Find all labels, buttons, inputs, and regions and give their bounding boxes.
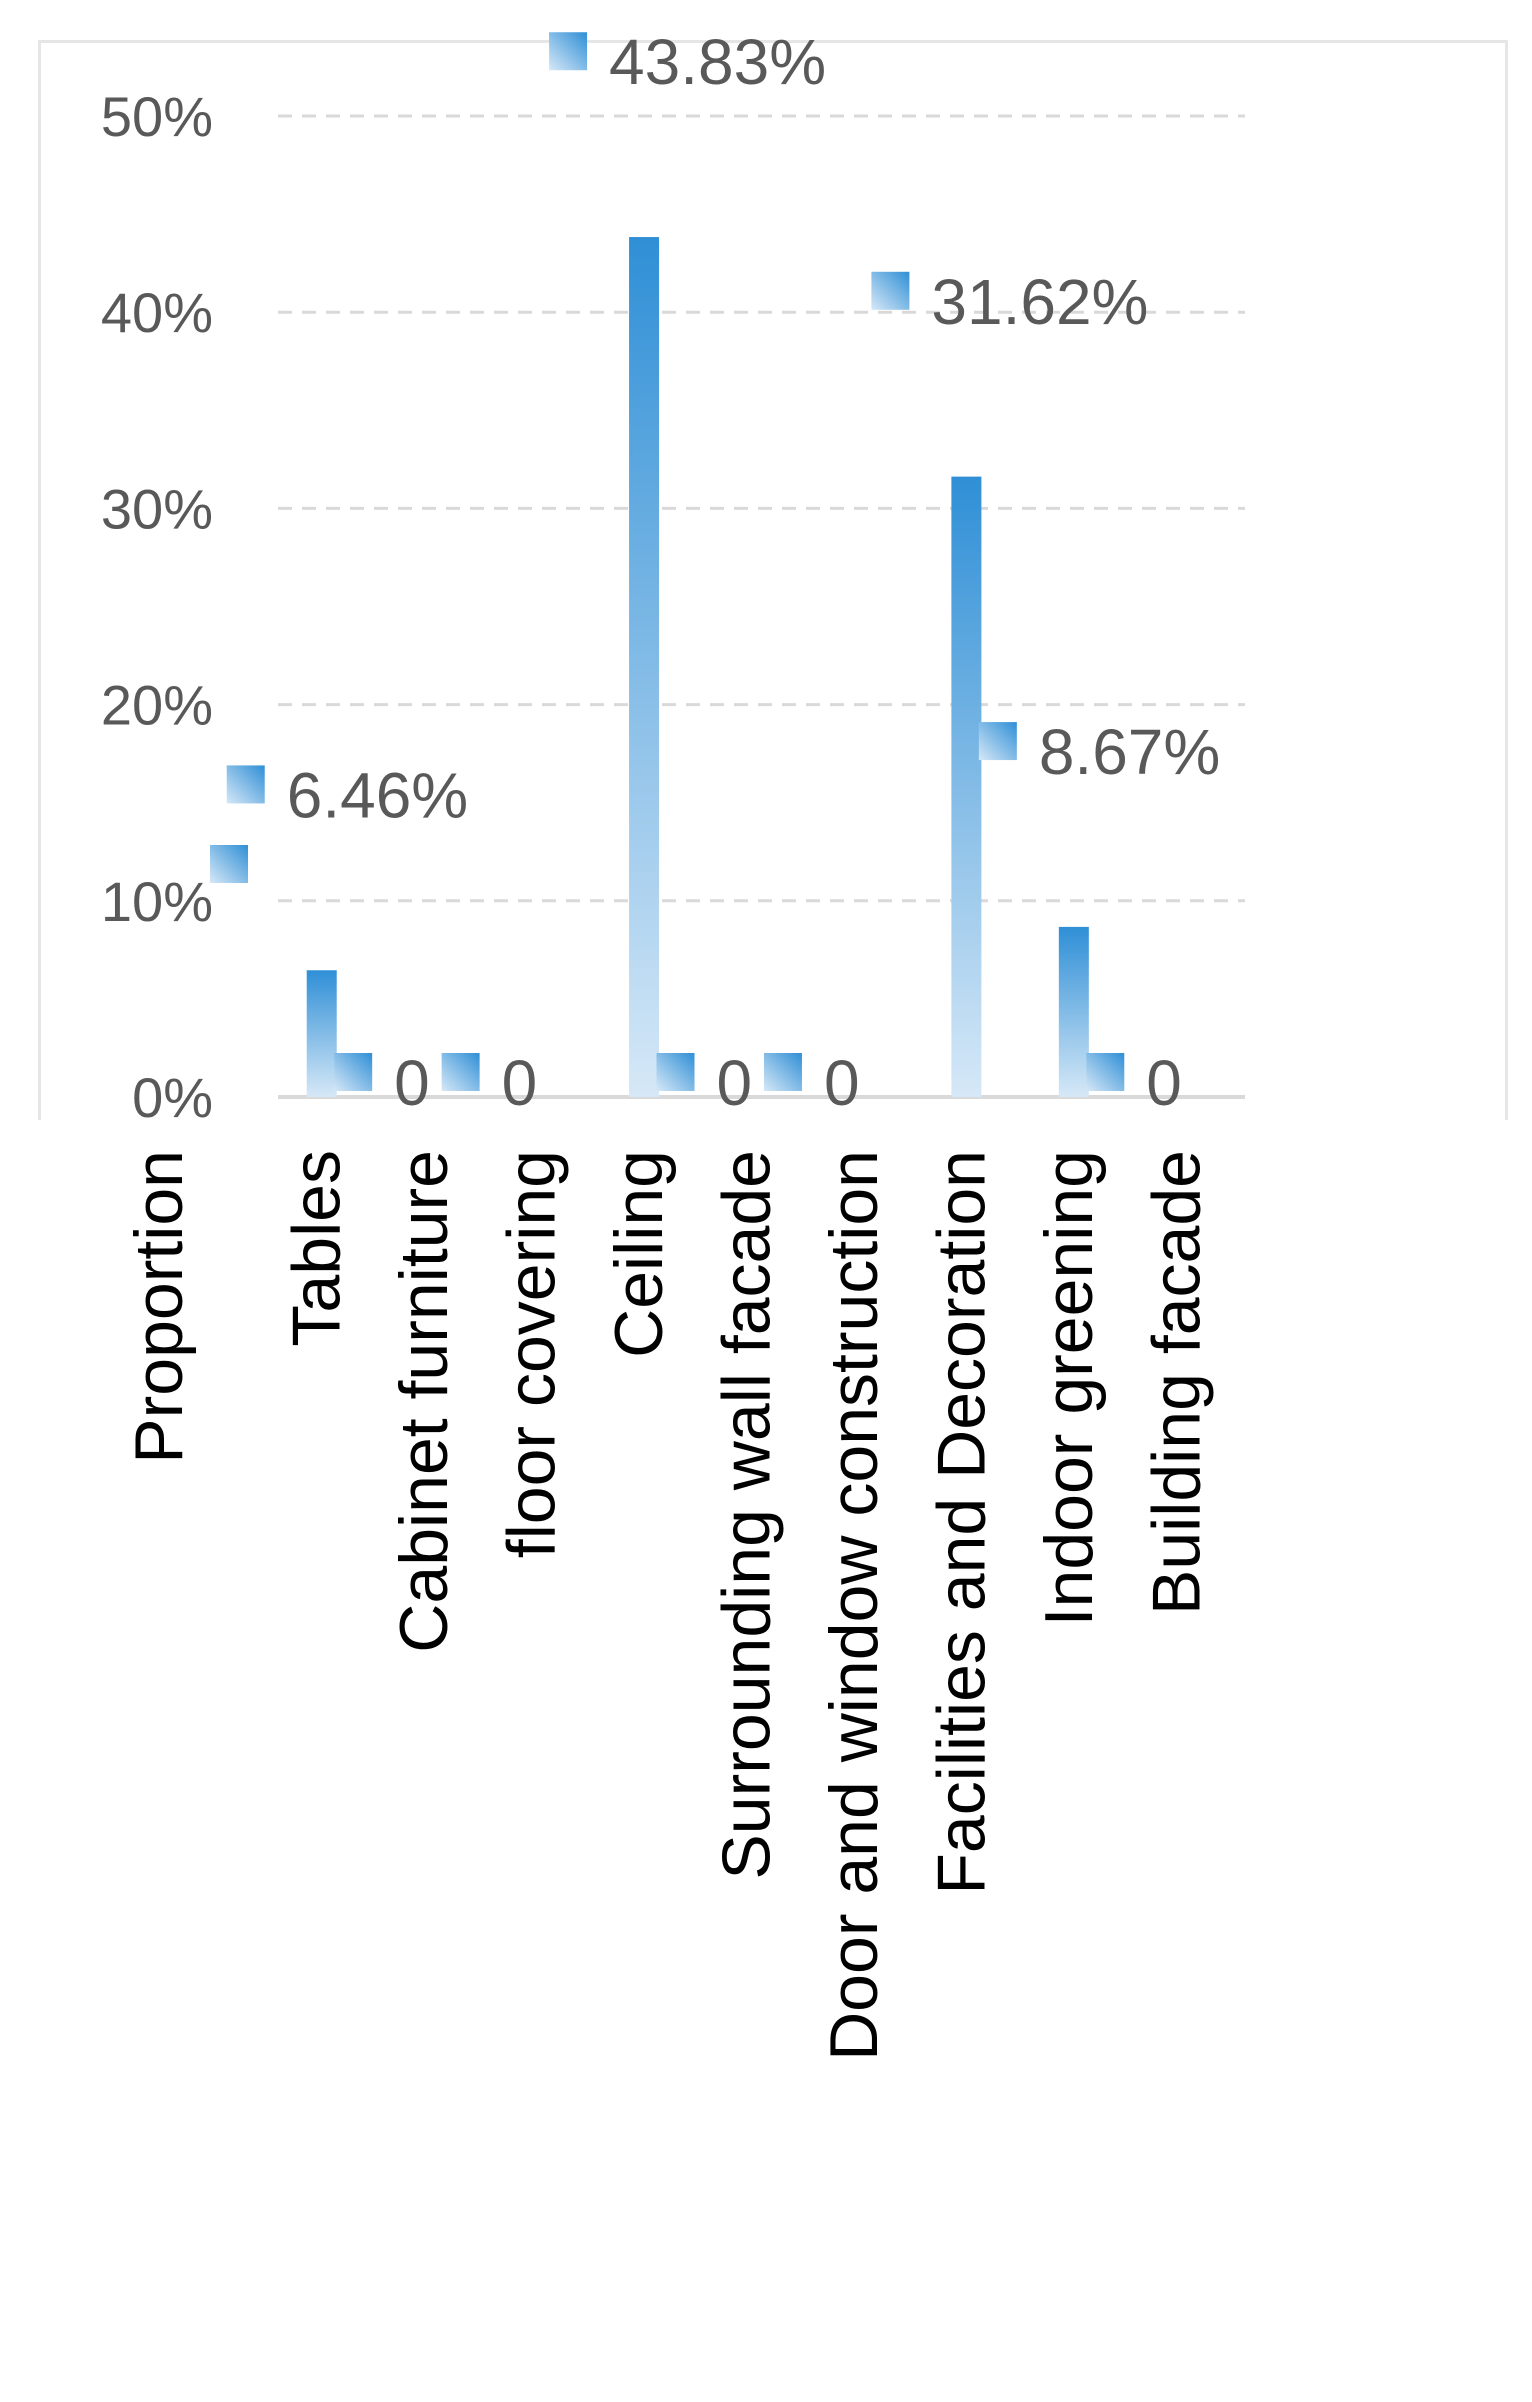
x-category-label: Indoor greening [1031, 1150, 1107, 1626]
y-tick-label: 20% [101, 674, 213, 737]
marker-square [763, 1053, 802, 1091]
x-category-label: Tables [279, 1150, 355, 1347]
marker-square [871, 271, 910, 310]
data-label: 0 [394, 1047, 430, 1119]
data-label: 43.83% [609, 26, 826, 98]
data-label: 0 [1146, 1047, 1182, 1119]
marker-square [226, 765, 265, 804]
marker-square [978, 722, 1017, 761]
data-label: 31.62% [931, 266, 1148, 338]
x-category-label: floor covering [494, 1150, 570, 1558]
marker-square [656, 1053, 695, 1091]
data-label: 0 [717, 1047, 753, 1119]
data-label: 8.67% [1039, 716, 1220, 788]
y-tick-label: 10% [101, 870, 213, 933]
data-label: 0 [502, 1047, 538, 1119]
data-label: 6.46% [287, 759, 468, 831]
data-label: 0 [824, 1047, 860, 1119]
y-tick-label: 50% [101, 85, 213, 148]
chart-frame [38, 40, 1508, 1120]
y-tick-label: 40% [101, 281, 213, 344]
bar [629, 237, 660, 1097]
marker-square [441, 1053, 480, 1091]
legend-swatch [210, 845, 248, 883]
x-category-label: Building facade [1138, 1150, 1214, 1615]
x-category-label: Surrounding wall facade [709, 1150, 785, 1880]
y-tick-label: 0% [132, 1066, 213, 1129]
x-category-label: Cabinet furniture [386, 1150, 462, 1653]
bar [306, 970, 337, 1097]
x-category-label: Ceiling [601, 1150, 677, 1358]
bar [1058, 926, 1089, 1097]
marker-square [1086, 1053, 1125, 1091]
x-category-label: Door and window construction [816, 1150, 892, 2061]
x-category-label: Facilities and Decoration [923, 1150, 999, 1895]
bar [951, 476, 982, 1097]
marker-square [334, 1053, 373, 1091]
marker-square [549, 32, 588, 71]
legend-label: Proportion [121, 1150, 197, 1464]
y-tick-label: 30% [101, 477, 213, 540]
